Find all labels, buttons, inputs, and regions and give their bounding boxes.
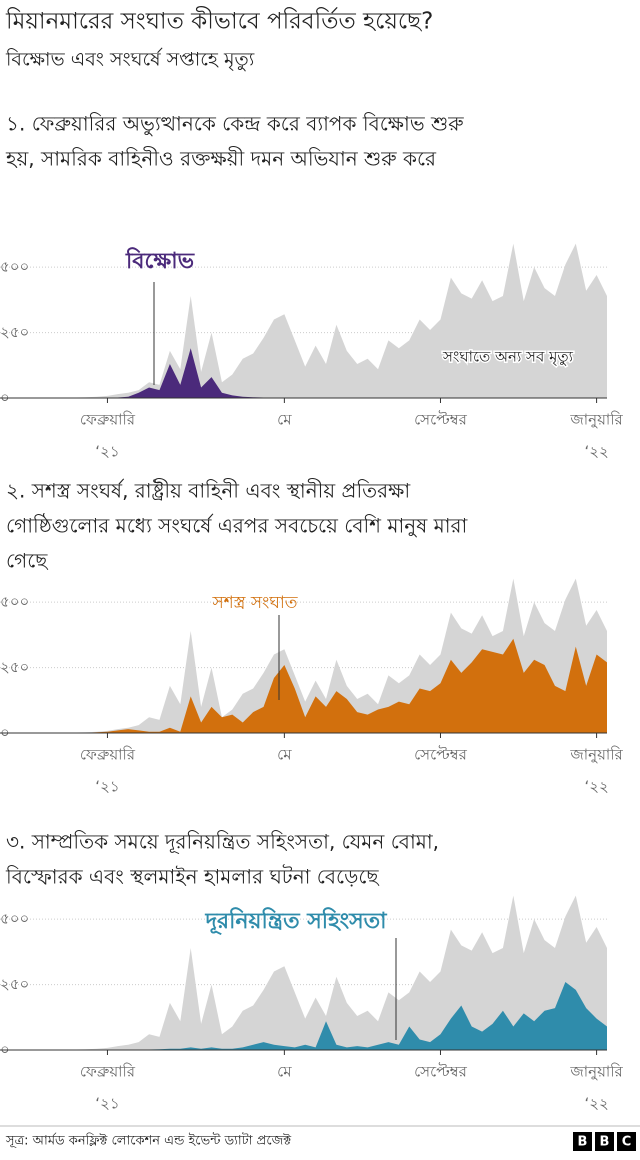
series-label: সংঘাতে অন্য সব মৃত্যু [442, 348, 574, 367]
x-year-label: ‘২২ [584, 443, 608, 461]
x-tick-label: ফেব্রুয়ারি [80, 411, 136, 429]
panel-heading: ১. ফেব্রুয়ারির অভ্যুত্থানকে কেন্দ্র করে… [6, 112, 464, 137]
subtitle: বিক্ষোভ এবং সংঘর্ষে সপ্তাহে মৃত্যু [5, 48, 255, 72]
series-label: বিক্ষোভ [125, 247, 196, 274]
series-label: সশস্ত্র সংঘাত [211, 593, 297, 613]
logo-box [617, 1132, 636, 1151]
x-tick-label: জানুয়ারি [569, 746, 623, 764]
x-year-label: ‘২১ [95, 778, 119, 796]
logo-box [595, 1132, 614, 1151]
area [45, 348, 607, 398]
panel-heading: গোষ্ঠিগুলোর মধ্যে সংঘর্ষে এরপর সবচেয়ে ব… [6, 514, 469, 538]
x-tick-label: জানুয়ারি [569, 1063, 623, 1081]
x-tick-label: সেপ্টেম্বর [414, 411, 468, 429]
x-tick-label: ফেব্রুয়ারি [80, 746, 136, 764]
series-label: দূরনিয়ন্ত্রিত সহিংসতা [204, 907, 388, 935]
y-tick-label: ২৫০ [0, 658, 29, 676]
area [45, 895, 607, 1050]
x-year-label: ‘২২ [584, 778, 608, 796]
y-tick-label: ৫০০ [0, 593, 29, 611]
x-tick-label: জানুয়ারি [569, 411, 623, 429]
x-tick-label: মে [277, 411, 292, 429]
panel-heading: ২. সশস্ত্র সংঘর্ষ, রাষ্ট্রীয় বাহিনী এবং… [6, 479, 411, 503]
y-tick-label: ৫০০ [0, 258, 29, 276]
area [45, 243, 607, 398]
x-tick-label: সেপ্টেম্বর [414, 746, 468, 764]
logo-box [573, 1132, 592, 1151]
area [45, 638, 607, 733]
area [45, 981, 607, 1050]
x-tick-label: ফেব্রুয়ারি [80, 1063, 136, 1081]
logo-letter: B [600, 1135, 610, 1150]
panel-heading: ৩. সাম্প্রতিক সময়ে দূরনিয়ন্ত্রিত সহিংস… [6, 830, 439, 854]
panel-heading: গেছে [6, 549, 49, 573]
panel-heading: বিস্ফোরক এবং স্থলমাইন হামলার ঘটনা বেড়েছ… [5, 865, 380, 889]
x-tick-label: মে [277, 746, 292, 764]
x-year-label: ‘২১ [95, 1095, 119, 1113]
logo-letter: C [622, 1135, 632, 1150]
y-tick-label: ২৫০ [0, 975, 29, 993]
source: সূত্র: আর্মড কনফ্লিক্ট লোকেশন এন্ড ইভেন্… [5, 1133, 292, 1149]
title: মিয়ানমারের সংঘাত কীভাবে পরিবর্তিত হয়েছ… [5, 7, 433, 35]
x-year-label: ‘২২ [584, 1095, 608, 1113]
y-tick-label: ২৫০ [0, 323, 29, 341]
x-tick-label: সেপ্টেম্বর [414, 1063, 468, 1081]
x-year-label: ‘২১ [95, 443, 119, 461]
logo-letter: B [578, 1135, 588, 1150]
y-tick-label: ৫০০ [0, 910, 29, 928]
x-tick-label: মে [277, 1063, 292, 1081]
panel-heading: হয়, সামরিক বাহিনীও রক্তক্ষয়ী দমন অভিযা… [5, 147, 437, 171]
